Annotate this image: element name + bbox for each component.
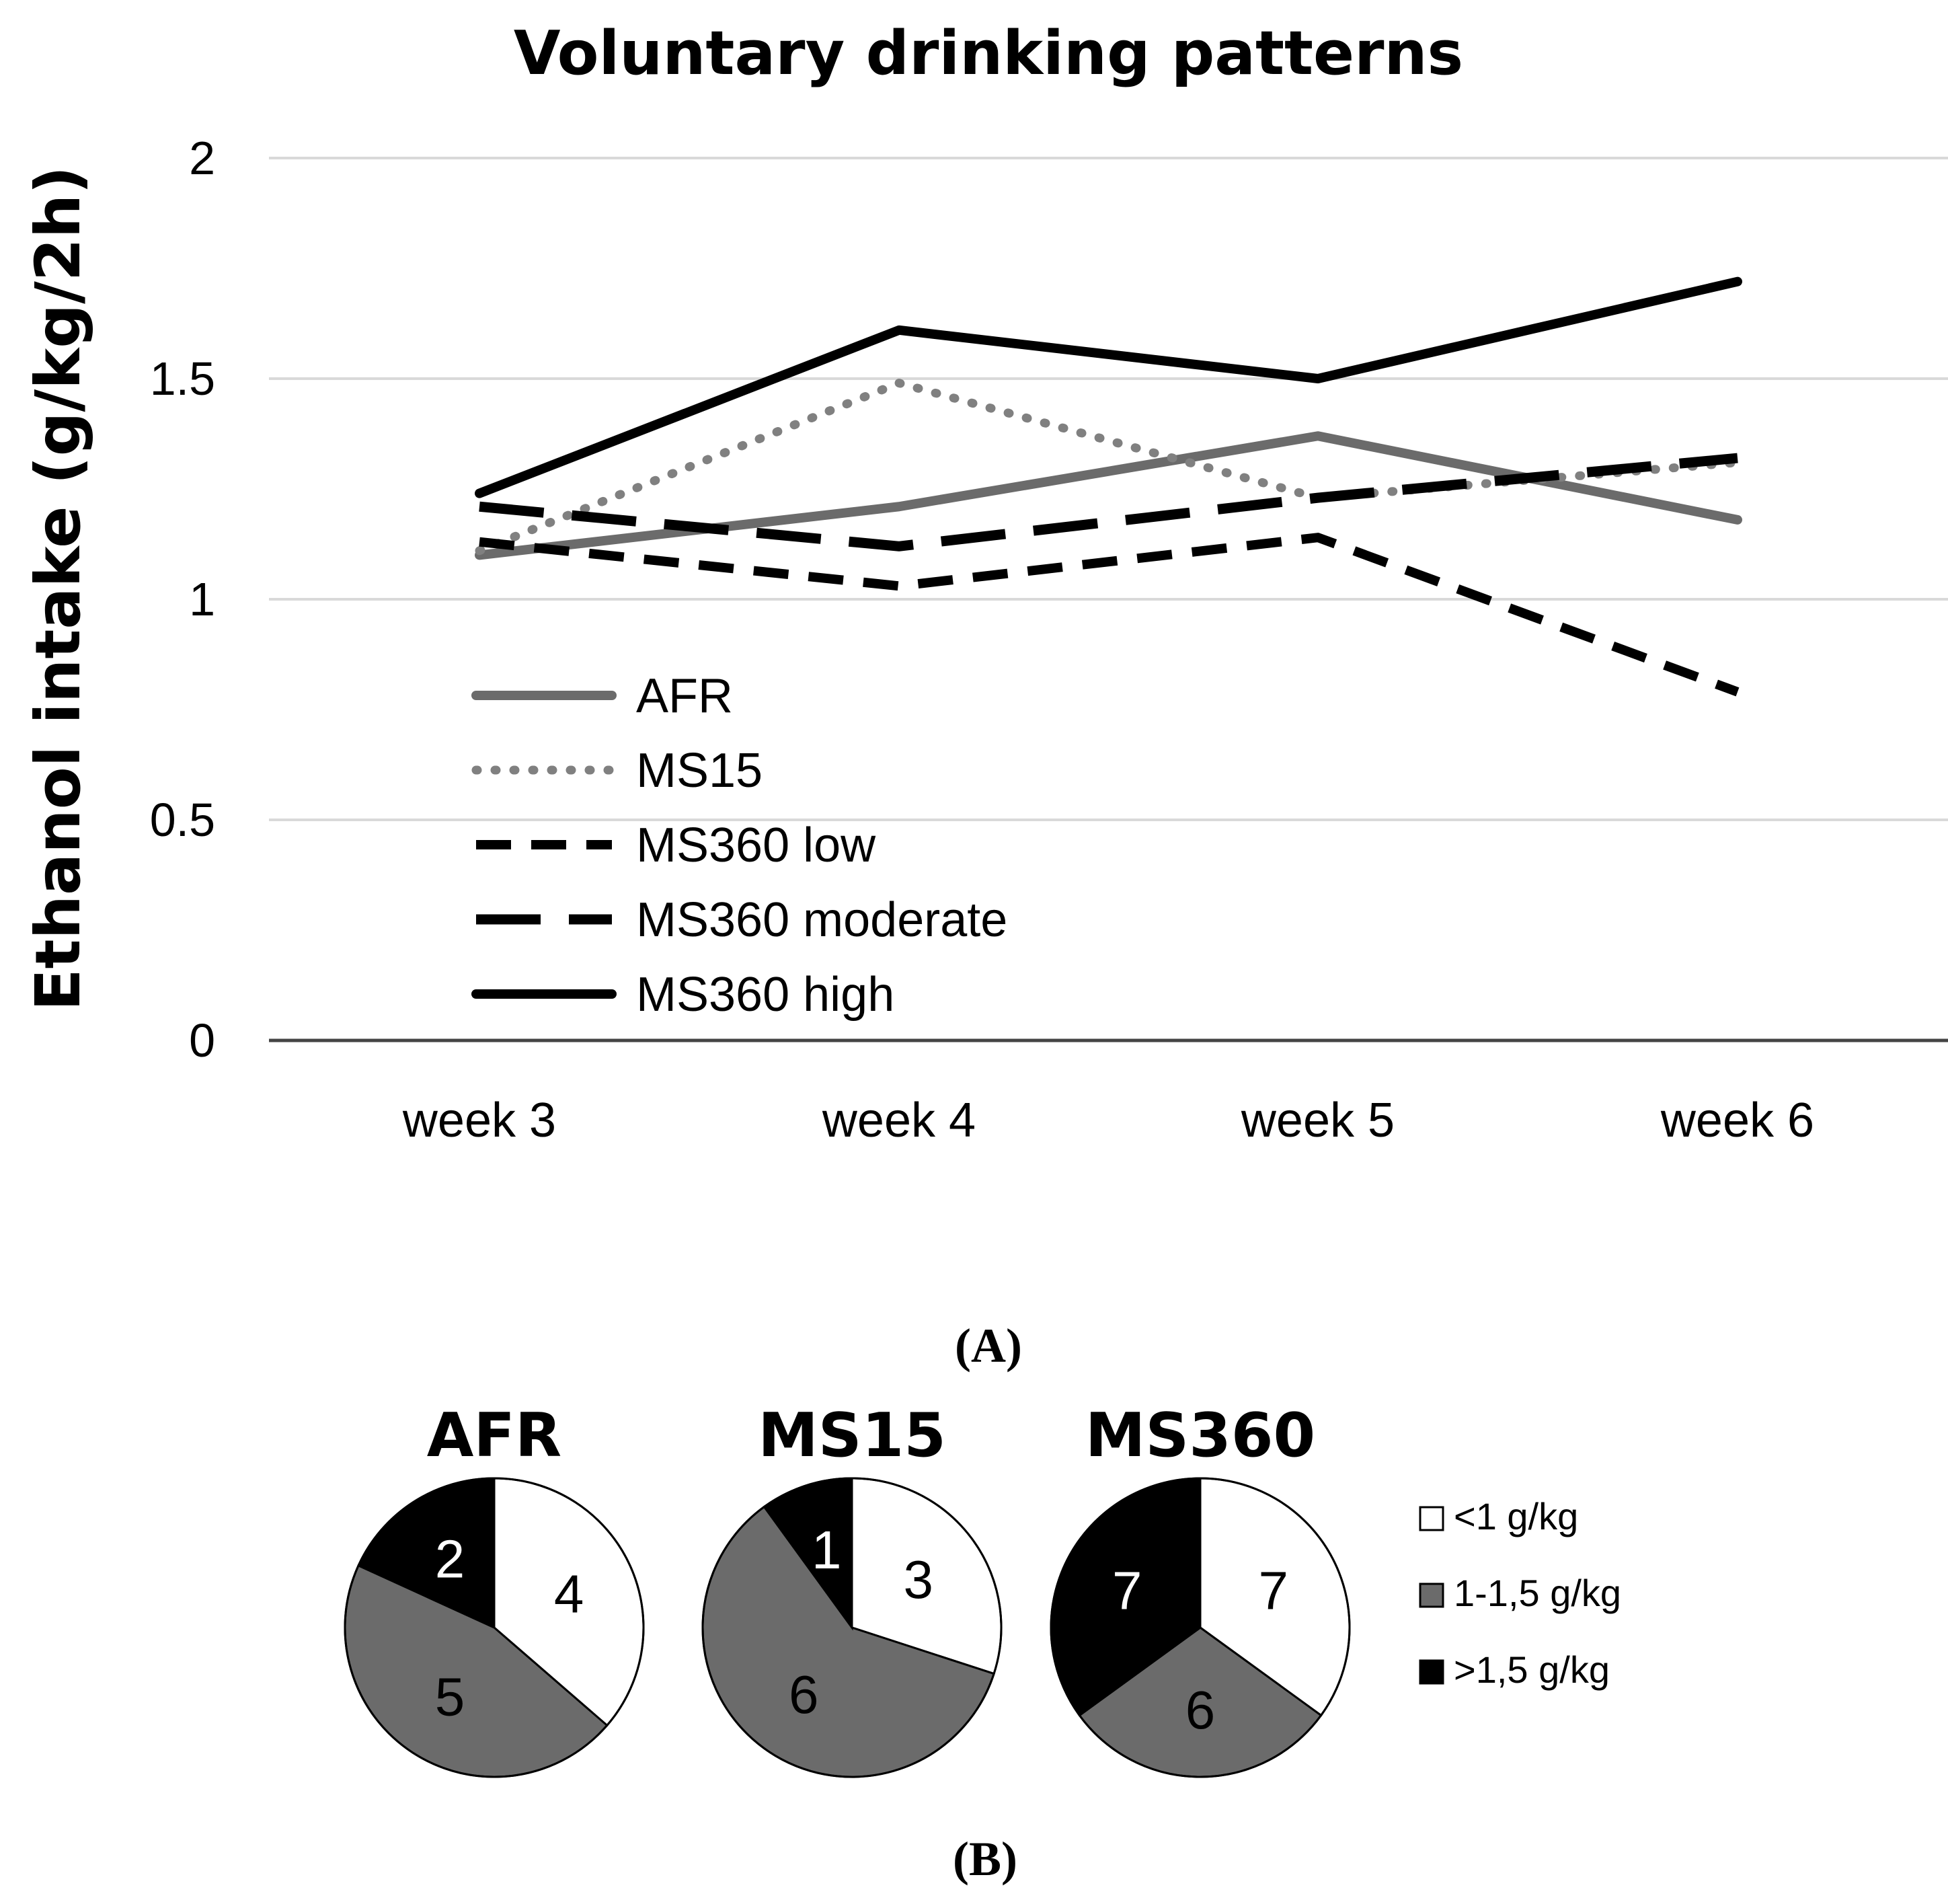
legend-label: MS360 low bbox=[636, 818, 876, 872]
gridlines bbox=[269, 157, 1948, 1042]
pie-value-label: 7 bbox=[1259, 1561, 1289, 1621]
y-tick-label: 0 bbox=[189, 1014, 215, 1067]
x-tick-labels: week 3 week 4 week 5 week 6 bbox=[402, 1094, 1814, 1147]
legend-label: AFR bbox=[636, 669, 733, 723]
pie-title: MS15 bbox=[758, 1400, 946, 1471]
legend-label: MS15 bbox=[636, 744, 763, 798]
line-chart-panel: Voluntary drinking patterns 0 0.5 1 1.5 2 we… bbox=[22, 18, 1948, 1373]
pie-chart-ms15: MS15 3 6 1 bbox=[701, 1400, 1003, 1778]
y-axis-label: Ethanol intake (g/kg/2h) bbox=[22, 166, 94, 1012]
pie-legend-label: 1-1,5 g/kg bbox=[1454, 1572, 1621, 1614]
x-tick-label: week 3 bbox=[402, 1094, 556, 1147]
chart-title: Voluntary drinking patterns bbox=[514, 18, 1463, 89]
pie-value-label: 5 bbox=[435, 1667, 465, 1727]
x-tick-label: week 4 bbox=[822, 1094, 976, 1147]
panel-label-b: (B) bbox=[953, 1832, 1017, 1886]
pie-outline bbox=[1050, 1477, 1351, 1778]
pie-legend-label: >1,5 g/kg bbox=[1454, 1648, 1610, 1691]
pie-legend-swatch bbox=[1419, 1506, 1444, 1531]
pie-title: MS360 bbox=[1085, 1400, 1315, 1471]
pie-legend-swatch bbox=[1419, 1659, 1444, 1685]
panel-label-a: (A) bbox=[955, 1319, 1022, 1373]
x-tick-label: week 5 bbox=[1241, 1094, 1395, 1147]
pie-value-label: 6 bbox=[789, 1665, 819, 1724]
y-tick-label: 0.5 bbox=[150, 794, 215, 846]
pie-chart-afr: AFR 4 5 2 bbox=[344, 1400, 645, 1778]
series-line-ms360-moderate bbox=[479, 453, 1738, 551]
pie-outline bbox=[701, 1477, 1003, 1778]
series-line-afr bbox=[475, 431, 1742, 560]
pie-chart-ms360: MS360 767 bbox=[1050, 1400, 1351, 1778]
y-tick-label: 1.5 bbox=[150, 352, 215, 405]
pie-value-label: 3 bbox=[904, 1550, 934, 1609]
series-line-ms360-high bbox=[475, 276, 1742, 498]
legend-label: MS360 high bbox=[636, 968, 894, 1022]
pie-value-label: 4 bbox=[554, 1564, 584, 1624]
pie-value-label: 7 bbox=[1112, 1561, 1142, 1621]
series-line-ms360-low bbox=[479, 533, 1740, 697]
y-tick-label: 1 bbox=[189, 573, 215, 625]
pie-legend-swatch bbox=[1419, 1583, 1444, 1608]
legend: AFR MS15 MS360 low MS360 moderate MS360 high bbox=[471, 669, 1007, 1022]
y-tick-labels: 0 0.5 1 1.5 2 bbox=[150, 132, 215, 1067]
pie-outline bbox=[344, 1477, 645, 1778]
pie-title: AFR bbox=[427, 1400, 561, 1471]
pie-legend-label: <1 g/kg bbox=[1454, 1495, 1578, 1537]
pie-legend: <1 g/kg 1-1,5 g/kg >1,5 g/kg bbox=[1419, 1495, 1621, 1691]
legend-label: MS360 moderate bbox=[636, 893, 1007, 947]
pie-value-label: 6 bbox=[1185, 1680, 1216, 1740]
pie-value-label: 1 bbox=[812, 1520, 842, 1580]
series-lines bbox=[475, 276, 1742, 697]
pie-value-label: 2 bbox=[435, 1529, 465, 1589]
y-tick-label: 2 bbox=[189, 132, 215, 184]
x-tick-label: week 6 bbox=[1660, 1094, 1814, 1147]
